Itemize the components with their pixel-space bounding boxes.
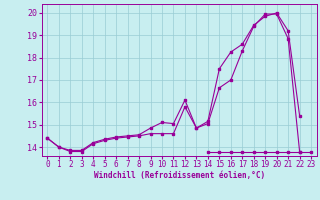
X-axis label: Windchill (Refroidissement éolien,°C): Windchill (Refroidissement éolien,°C) — [94, 171, 265, 180]
